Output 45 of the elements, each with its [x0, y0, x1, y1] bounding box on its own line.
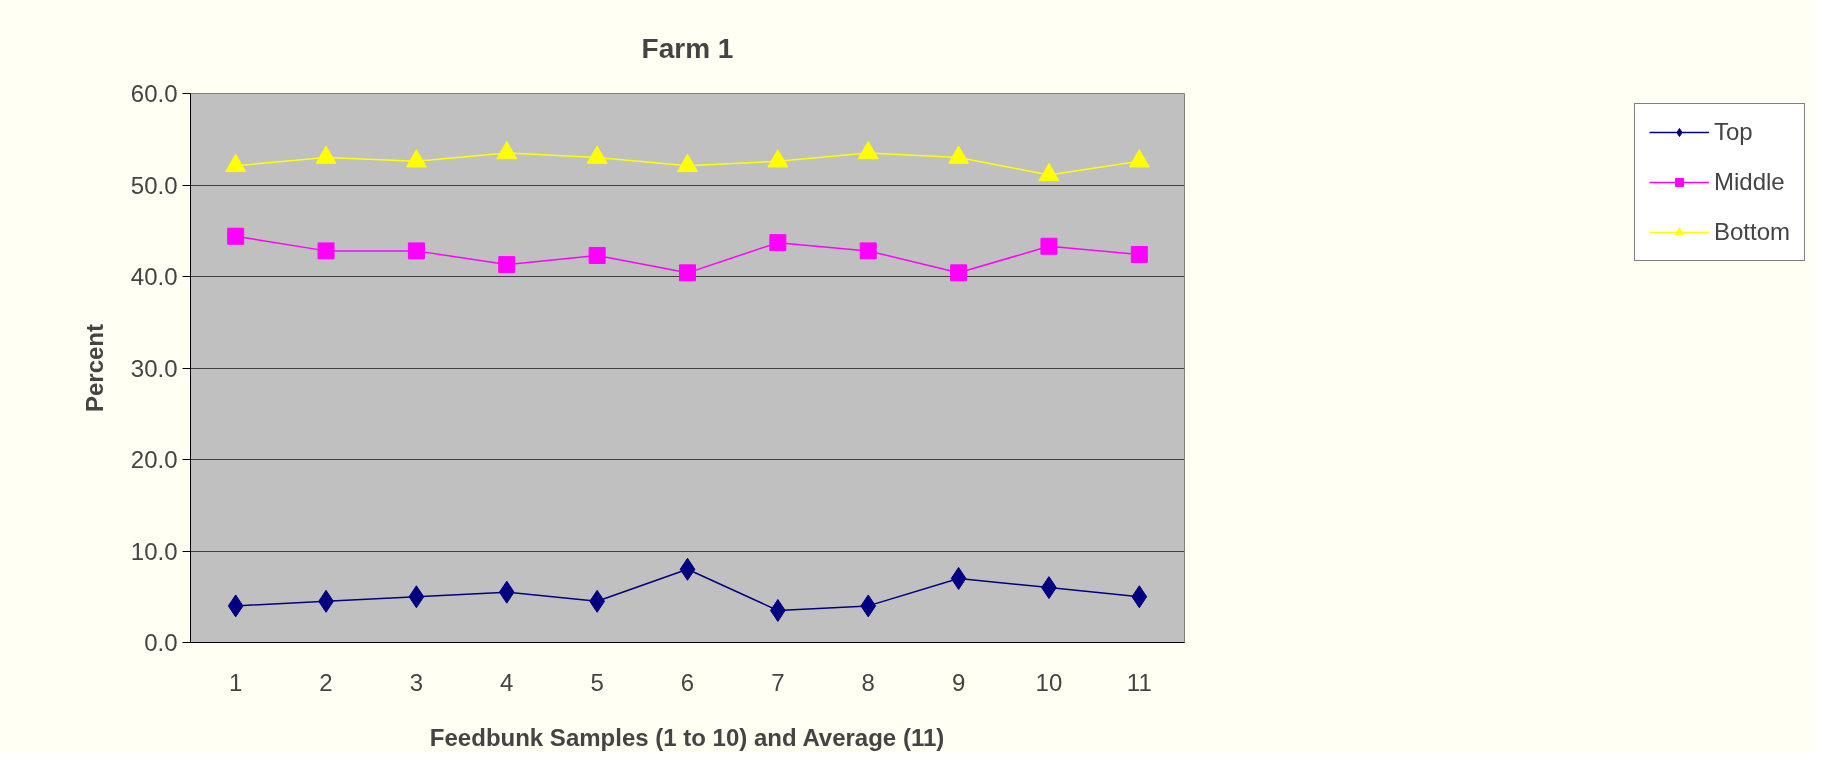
x-tick-label: 1 — [229, 668, 243, 696]
point — [950, 566, 967, 590]
point — [1040, 237, 1058, 255]
y-tick-label: 40.0 — [130, 263, 178, 290]
x-tick-label: 2 — [319, 668, 333, 696]
legend-label: Middle — [1713, 168, 1785, 196]
point — [498, 580, 515, 604]
point — [857, 140, 879, 160]
point — [948, 145, 970, 164]
x-axis-title: Feedbunk Samples (1 to 10) and Average (11) — [429, 723, 945, 751]
chart-title: Farm 1 — [641, 32, 734, 64]
point — [586, 145, 608, 164]
point — [315, 145, 337, 164]
point — [225, 153, 247, 173]
legend-label: Top — [1713, 118, 1753, 146]
point — [496, 140, 518, 160]
x-tick-label: 7 — [771, 668, 785, 696]
point — [677, 153, 698, 173]
y-tick-label: 10.0 — [130, 537, 178, 565]
y-tick-label: 50.0 — [130, 171, 178, 199]
point — [860, 594, 877, 618]
y-axis-title: Percent — [80, 323, 108, 413]
x-tick-label: 9 — [951, 668, 966, 696]
y-tick-label: 0.0 — [144, 629, 178, 656]
point — [408, 585, 425, 609]
x-tick-label: 3 — [409, 668, 424, 696]
y-tick-label: 60.0 — [130, 80, 178, 107]
point — [405, 149, 427, 168]
x-tick-label: 8 — [861, 668, 875, 696]
x-tick-label: 4 — [500, 668, 514, 696]
point — [1131, 585, 1148, 609]
x-tick-label: 5 — [590, 668, 604, 696]
point — [227, 594, 244, 618]
x-tick-label: 6 — [680, 668, 695, 696]
legend-label: Bottom — [1713, 218, 1790, 246]
point — [1128, 149, 1150, 168]
point — [679, 557, 696, 581]
point — [1038, 162, 1060, 182]
y-tick-label: 20.0 — [130, 446, 178, 473]
point — [767, 149, 789, 168]
x-tick-label: 11 — [1126, 668, 1152, 696]
point — [588, 246, 606, 264]
x-tick-label: 10 — [1035, 668, 1063, 696]
y-tick-label: 30.0 — [130, 354, 178, 382]
point — [227, 227, 245, 245]
